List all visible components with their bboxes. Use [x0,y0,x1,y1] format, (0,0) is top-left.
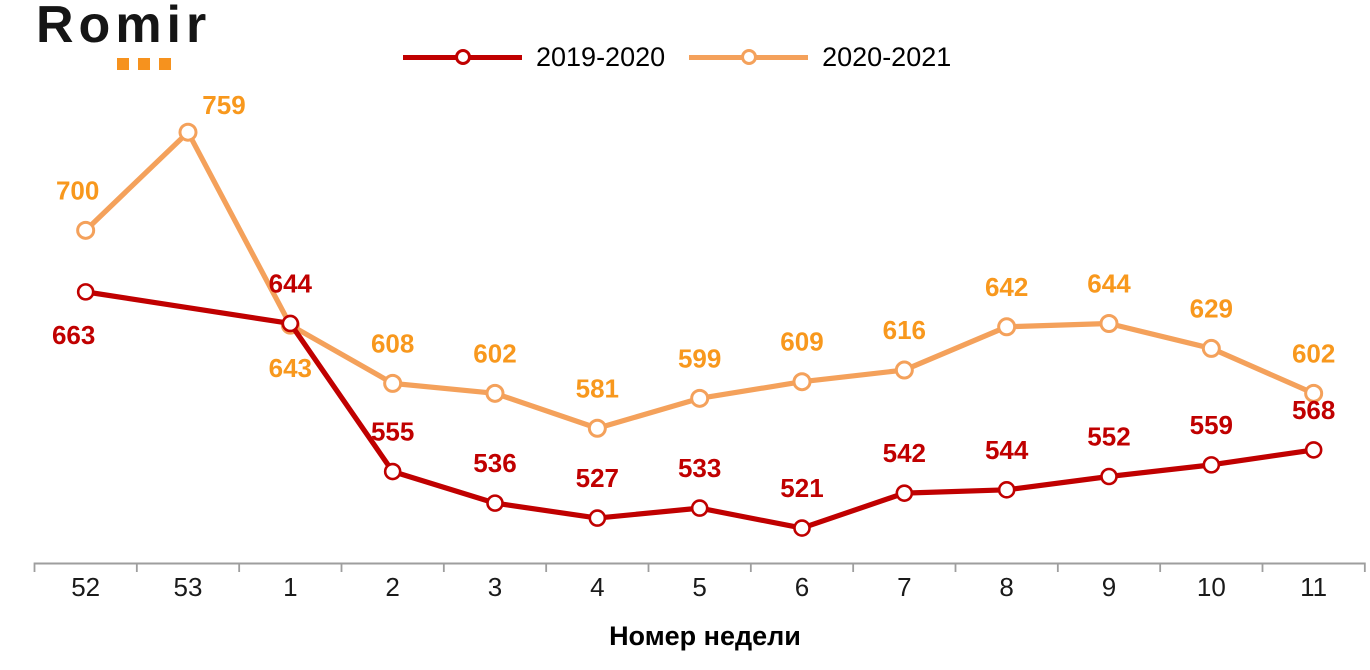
logo-dot-icon [117,58,129,70]
data-point-label: 527 [576,463,619,493]
data-point-label: 609 [780,327,823,357]
data-point-label: 568 [1292,395,1335,425]
data-point-marker [1201,338,1221,358]
data-point-marker [76,220,96,240]
data-point-marker [895,484,914,502]
data-point-label: 663 [52,320,95,350]
data-point-label: 581 [576,373,619,403]
x-tick-label: 11 [1300,572,1327,602]
x-tick-label: 10 [1197,572,1226,602]
x-tick-label: 6 [795,572,809,602]
data-point-marker [793,519,811,537]
data-point-marker [383,462,402,481]
data-point-label: 616 [883,315,926,345]
x-tick-label: 4 [590,572,604,602]
data-point-label: 700 [56,175,99,205]
legend-marker-icon [740,49,757,65]
data-point-label: 599 [678,343,721,373]
data-point-marker [997,481,1016,499]
data-point-marker [76,283,95,301]
data-point-marker [178,122,198,142]
x-tick-label: 53 [174,572,203,602]
data-point-marker [792,372,812,392]
data-point-marker [1304,441,1323,459]
data-point-label: 644 [1087,268,1131,298]
data-point-label: 608 [371,328,414,358]
data-point-marker [485,383,505,403]
series-line-2019-2020 [85,289,1315,531]
x-tick-label: 1 [283,572,297,602]
data-point-label: 544 [985,435,1029,465]
x-axis-title: Номер недели [609,621,801,651]
data-point-marker [894,360,914,380]
data-point-marker [281,314,300,333]
x-tick-label: 9 [1102,572,1116,602]
data-point-label: 552 [1087,422,1130,452]
legend-marker-icon [454,49,471,65]
data-point-marker [588,509,607,527]
logo-dot-icon [159,58,171,70]
data-point-label: 644 [269,268,313,298]
data-point-label: 629 [1190,293,1233,323]
data-point-marker [486,494,504,512]
x-tick-label: 2 [385,572,399,602]
data-point-marker [1100,467,1118,486]
romir-logo: Romir [36,0,256,76]
data-point-label: 536 [473,448,516,478]
data-point-label: 521 [780,473,823,503]
data-point-label: 602 [473,338,516,368]
legend-label-2020-2021: 2020-2021 [822,41,952,72]
data-point-label: 602 [1292,338,1335,368]
legend-line-sample-2019-2020 [403,49,522,65]
data-point-marker [1202,456,1221,474]
data-point-label: 555 [371,417,414,447]
chart-legend: 2019-2020 2020-2021 [403,41,951,73]
x-tick-label: 5 [692,572,706,602]
data-point-label: 643 [269,353,312,383]
legend-line-sample-2020-2021 [689,49,809,65]
romir-logo-dots [117,58,171,70]
legend-label-2019-2020: 2019-2020 [536,41,666,72]
romir-logo-text: Romir [36,0,212,54]
data-point-marker [1099,313,1119,333]
data-point-label: 533 [678,453,721,483]
x-tick-label: 8 [999,572,1013,602]
legend-item-2019-2020: 2019-2020 [403,42,665,73]
data-point-label: 559 [1190,410,1233,440]
logo-dot-icon [138,58,150,70]
x-tick-label: 7 [897,572,911,602]
data-point-label: 759 [202,90,245,120]
data-point-marker [1304,383,1324,403]
legend-item-2020-2021: 2020-2021 [689,42,951,73]
data-point-marker [690,388,710,408]
data-point-marker [587,418,607,438]
x-tick-label: 52 [71,572,100,602]
x-tick-label: 3 [488,572,502,602]
data-point-marker [383,373,403,393]
data-point-marker [690,499,709,517]
data-point-marker [997,317,1017,337]
data-point-label: 542 [883,438,926,468]
data-point-label: 642 [985,272,1028,302]
